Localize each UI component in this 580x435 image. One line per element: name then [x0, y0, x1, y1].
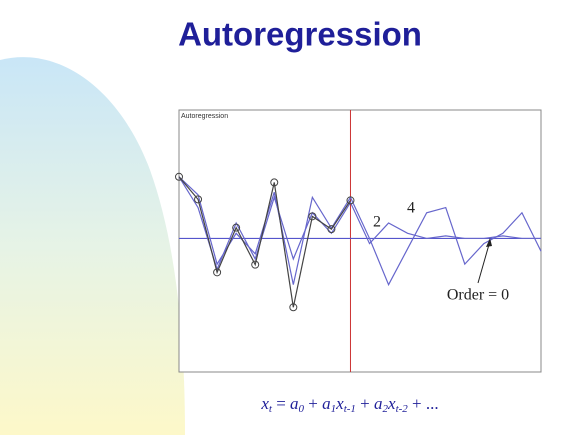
formula-part: a	[374, 394, 383, 413]
series-line	[178, 176, 542, 287]
formula-part: +	[304, 394, 322, 413]
annotation: 2	[373, 214, 381, 231]
formula-part: a	[290, 394, 299, 413]
series-line	[178, 176, 351, 308]
slide-title: Autoregression	[178, 16, 422, 53]
formula-subscript: 2	[383, 403, 389, 415]
annotation: Order = 0	[447, 287, 509, 304]
chart-title: Autoregression	[181, 113, 228, 120]
arrow-head	[486, 238, 492, 247]
data-point	[346, 196, 355, 205]
formula-subscript: 0	[299, 403, 305, 415]
formula-subscript: t	[269, 403, 273, 415]
annotation: 4	[407, 200, 415, 217]
formula-part: +	[356, 394, 374, 413]
formula-subscript: 1	[331, 403, 337, 415]
data-point	[213, 268, 222, 277]
plot: 2 4 Order = 0	[175, 110, 542, 372]
background-shape	[0, 57, 185, 435]
formula-part: x	[335, 394, 344, 413]
formula-part: x	[387, 394, 396, 413]
data-point	[270, 178, 279, 187]
data-point	[289, 303, 298, 312]
formula-subscript: t-2	[396, 403, 409, 415]
data-point	[308, 212, 317, 221]
formula-part: x	[260, 394, 269, 413]
data-point	[251, 260, 260, 269]
data-point	[194, 195, 203, 204]
plot-frame	[178, 109, 542, 373]
data-point	[232, 223, 241, 232]
formula: xt​ = a0​ + a1​xt-1​ + a2​xt-2​ + ...	[260, 394, 438, 415]
formula-part: a	[322, 394, 331, 413]
data-point	[327, 225, 336, 234]
data-point	[175, 172, 183, 181]
formula-subscript: t-1	[344, 403, 356, 415]
formula-part: + ...	[408, 394, 439, 413]
formula-part: =	[272, 394, 290, 413]
arrow	[477, 240, 491, 284]
